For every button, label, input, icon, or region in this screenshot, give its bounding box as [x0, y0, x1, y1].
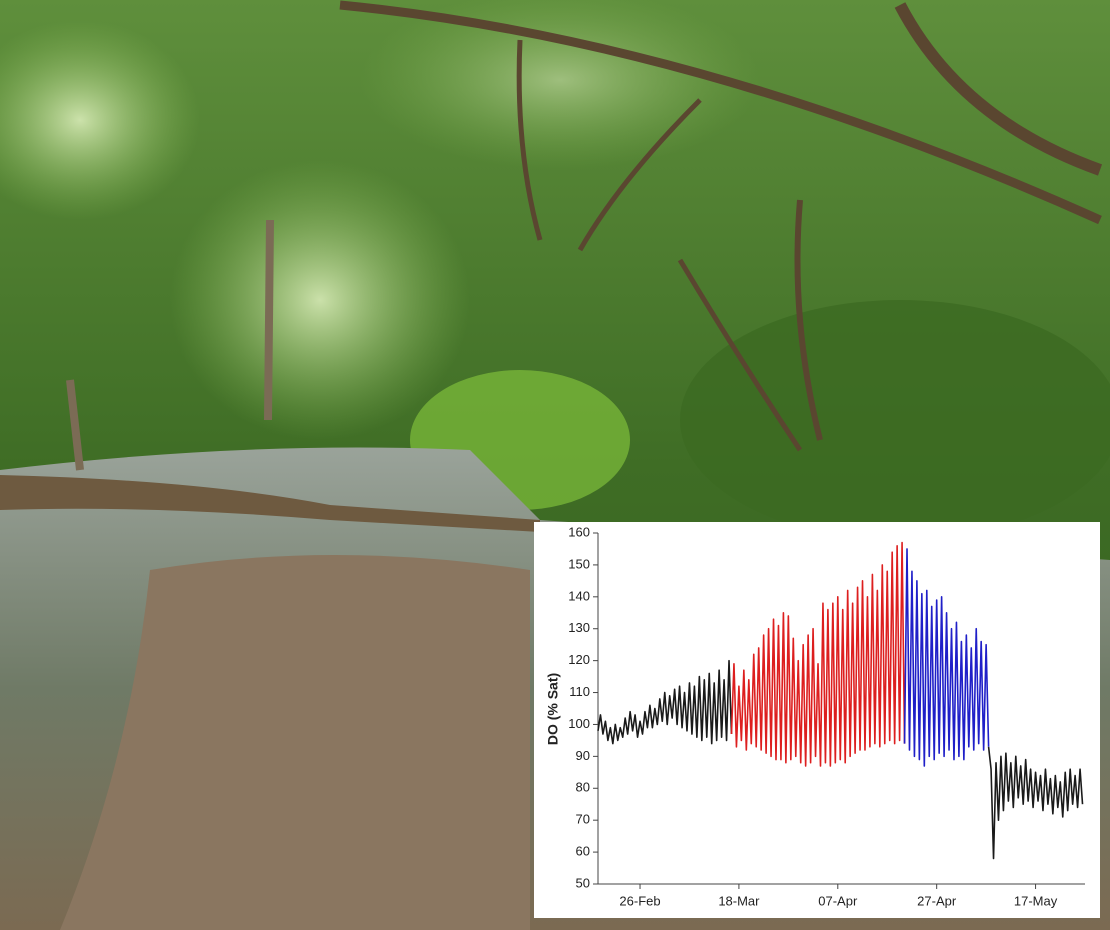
light: [360, 0, 760, 170]
bush: [680, 300, 1110, 540]
y-tick-label: 110: [569, 684, 590, 699]
branches: [66, 0, 1103, 471]
y-tick-label: 120: [568, 652, 590, 667]
y-tick-label: 130: [568, 620, 590, 635]
x-tick-label: 27-Apr: [917, 893, 957, 908]
data-line: [903, 548, 990, 767]
gravel-bar: [60, 555, 530, 930]
x-tick-label: 26-Feb: [619, 893, 660, 908]
y-tick-label: 50: [576, 875, 590, 890]
fallen-log: [0, 475, 540, 532]
data-line: [730, 541, 906, 767]
y-tick-label: 70: [576, 812, 590, 827]
y-tick-label: 160: [568, 524, 590, 539]
y-tick-label: 80: [576, 780, 590, 795]
y-axis-label: DO (% Sat): [545, 673, 561, 745]
x-tick-label: 17-May: [1014, 893, 1058, 908]
y-tick-label: 60: [576, 844, 590, 859]
y-tick-label: 100: [568, 716, 590, 731]
x-tick-label: 07-Apr: [818, 893, 858, 908]
x-tick-label: 18-Mar: [718, 893, 760, 908]
light: [170, 160, 470, 440]
data-line: [597, 659, 733, 745]
data-line: [987, 746, 1084, 860]
y-tick-label: 90: [576, 748, 590, 763]
light: [0, 20, 200, 220]
chart: DO (% Sat) 50 60 70 80 90 100 110 120 130 140 150 1…: [534, 522, 1100, 918]
y-tick-label: 150: [568, 556, 590, 571]
y-tick-label: 140: [568, 588, 590, 603]
